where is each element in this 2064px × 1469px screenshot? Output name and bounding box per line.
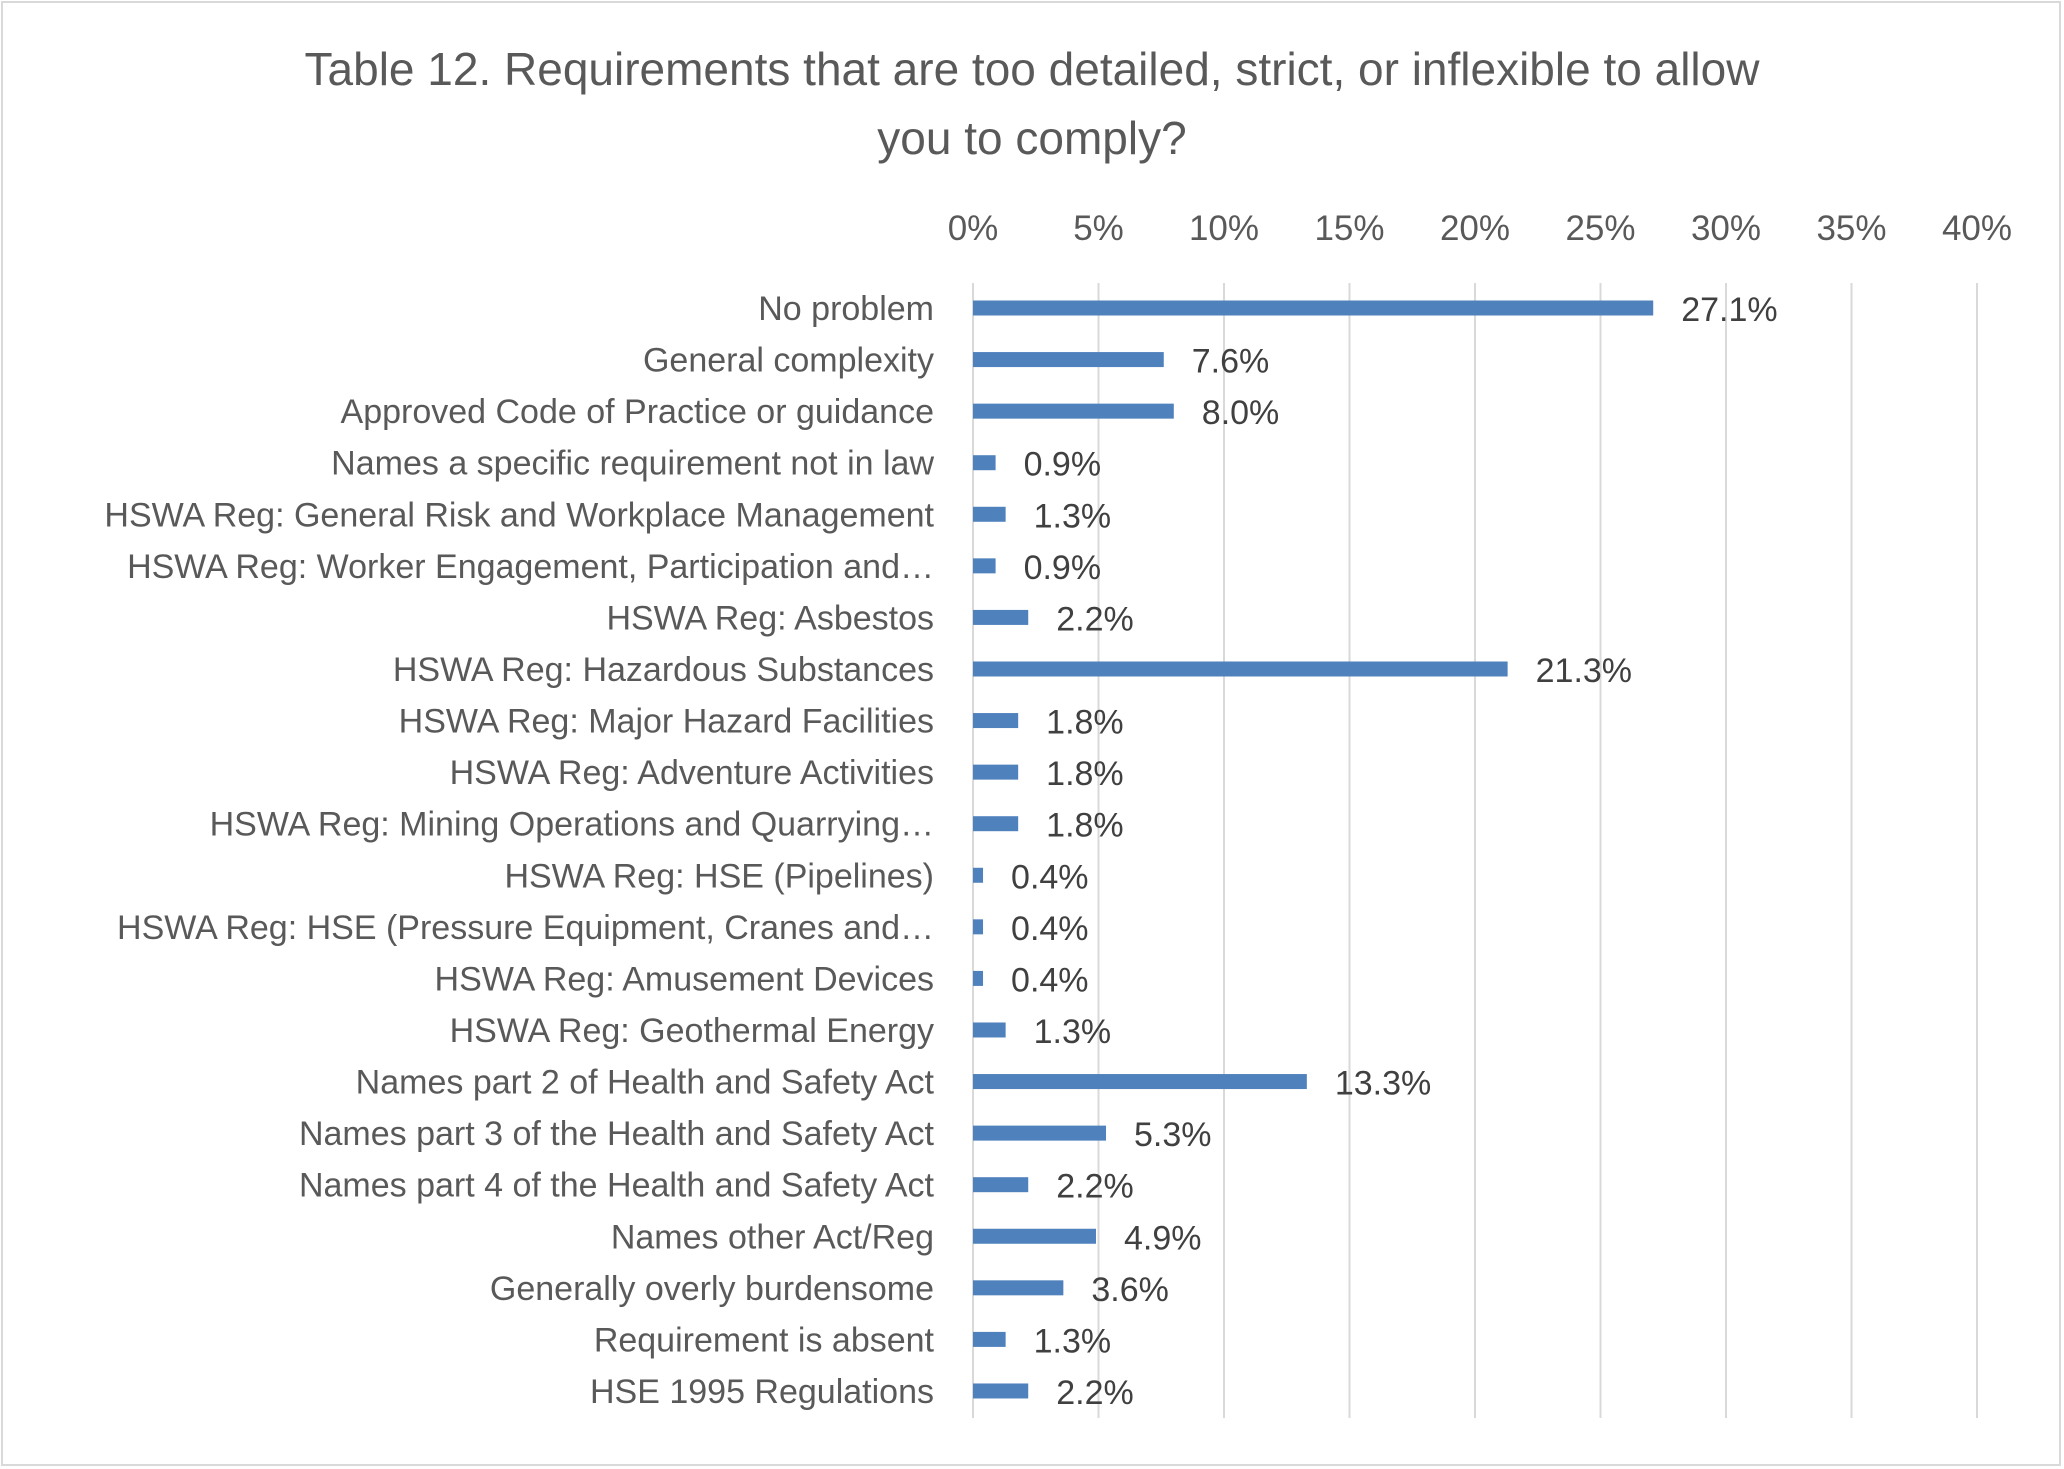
data-label: 1.3% <box>1034 1013 1112 1051</box>
bar <box>973 970 984 986</box>
data-label: 0.4% <box>1011 910 1089 948</box>
category-label: HSWA Reg: Hazardous Substances <box>393 651 934 689</box>
bar <box>973 1331 1006 1347</box>
x-tick-label: 40% <box>1942 209 2012 248</box>
x-axis-tick-labels: 0% 5% 10% 15% 20% 25% 30% 35% 40% <box>948 209 2012 248</box>
category-label: Names part 3 of the Health and Safety Ac… <box>299 1115 935 1153</box>
data-label: 5.3% <box>1134 1116 1212 1154</box>
bar <box>973 867 984 883</box>
bar <box>973 403 1174 419</box>
category-labels: No problem General complexity Approved Cod… <box>104 290 934 1411</box>
category-label: Names other Act/Reg <box>611 1218 934 1256</box>
category-label: Names a specific requirement not in law <box>331 445 934 483</box>
bar <box>973 506 1006 522</box>
category-label: HSWA Reg: Asbestos <box>606 599 934 637</box>
bar <box>973 661 1508 677</box>
category-label: No problem <box>758 290 934 328</box>
bar <box>973 1125 1107 1141</box>
bar <box>973 1228 1096 1244</box>
bar <box>973 352 1164 368</box>
category-label: HSWA Reg: Geothermal Energy <box>450 1012 934 1050</box>
x-tick-label: 35% <box>1816 209 1886 248</box>
data-label: 1.8% <box>1046 704 1124 742</box>
category-label: HSWA Reg: Mining Operations and Quarryin… <box>210 806 934 844</box>
category-label: HSWA Reg: General Risk and Workplace Man… <box>104 496 934 534</box>
data-label: 1.8% <box>1046 755 1124 793</box>
x-tick-label: 25% <box>1565 209 1635 248</box>
category-label: HSE 1995 Regulations <box>590 1373 934 1411</box>
category-label: HSWA Reg: Major Hazard Facilities <box>399 703 934 741</box>
data-label: 0.4% <box>1011 858 1089 896</box>
data-label: 8.0% <box>1202 394 1280 432</box>
chart-title: Table 12. Requirements that are too deta… <box>305 43 1761 164</box>
data-label: 0.9% <box>1024 446 1102 484</box>
bar <box>973 816 1019 832</box>
category-label: Names part 4 of the Health and Safety Ac… <box>299 1167 935 1205</box>
bar <box>973 713 1019 729</box>
bar <box>973 919 984 935</box>
bar <box>973 1074 1307 1090</box>
data-label: 4.9% <box>1124 1219 1202 1257</box>
bar <box>973 1022 1006 1038</box>
bar <box>973 455 996 471</box>
chart-title-line-1: Table 12. Requirements that are too deta… <box>305 43 1761 95</box>
data-label: 13.3% <box>1335 1065 1431 1103</box>
data-label: 21.3% <box>1536 652 1632 690</box>
data-label: 3.6% <box>1091 1271 1169 1309</box>
chart-title-line-2: you to comply? <box>877 112 1186 164</box>
x-tick-label: 30% <box>1691 209 1761 248</box>
bars <box>973 300 1654 1399</box>
bar <box>973 1280 1064 1296</box>
category-label: Generally overly burdensome <box>490 1270 934 1308</box>
data-label: 1.3% <box>1034 497 1112 535</box>
data-label: 0.9% <box>1024 549 1102 587</box>
category-label: HSWA Reg: Adventure Activities <box>450 754 934 792</box>
x-tick-label: 15% <box>1314 209 1384 248</box>
bar <box>973 300 1654 316</box>
bar <box>973 1383 1029 1399</box>
bar <box>973 1177 1029 1193</box>
category-label: HSWA Reg: HSE (Pipelines) <box>504 857 934 895</box>
category-label: Names part 2 of Health and Safety Act <box>356 1064 935 1102</box>
x-tick-label: 0% <box>948 209 999 248</box>
bar <box>973 609 1029 625</box>
data-label: 2.2% <box>1056 600 1134 638</box>
category-label: General complexity <box>643 342 934 380</box>
data-labels: 27.1% 7.6% 8.0% 0.9% 1.3% 0.9% 2.2% 21.3% 1.8% 1.… <box>1011 291 1778 1412</box>
category-label: HSWA Reg: HSE (Pressure Equipment, Crane… <box>117 909 934 947</box>
data-label: 2.2% <box>1056 1374 1134 1412</box>
data-label: 0.4% <box>1011 961 1089 999</box>
bar <box>973 764 1019 780</box>
category-label: HSWA Reg: Worker Engagement, Participati… <box>127 548 934 586</box>
x-tick-label: 10% <box>1189 209 1259 248</box>
data-label: 7.6% <box>1192 343 1270 381</box>
x-tick-label: 5% <box>1073 209 1124 248</box>
category-label: Requirement is absent <box>594 1321 935 1359</box>
data-label: 2.2% <box>1056 1168 1134 1206</box>
data-label: 1.3% <box>1034 1322 1112 1360</box>
bar <box>973 558 996 574</box>
x-tick-label: 20% <box>1440 209 1510 248</box>
category-label: Approved Code of Practice or guidance <box>341 393 934 431</box>
data-label: 27.1% <box>1681 291 1777 329</box>
category-label: HSWA Reg: Amusement Devices <box>435 960 934 998</box>
data-label: 1.8% <box>1046 807 1124 845</box>
